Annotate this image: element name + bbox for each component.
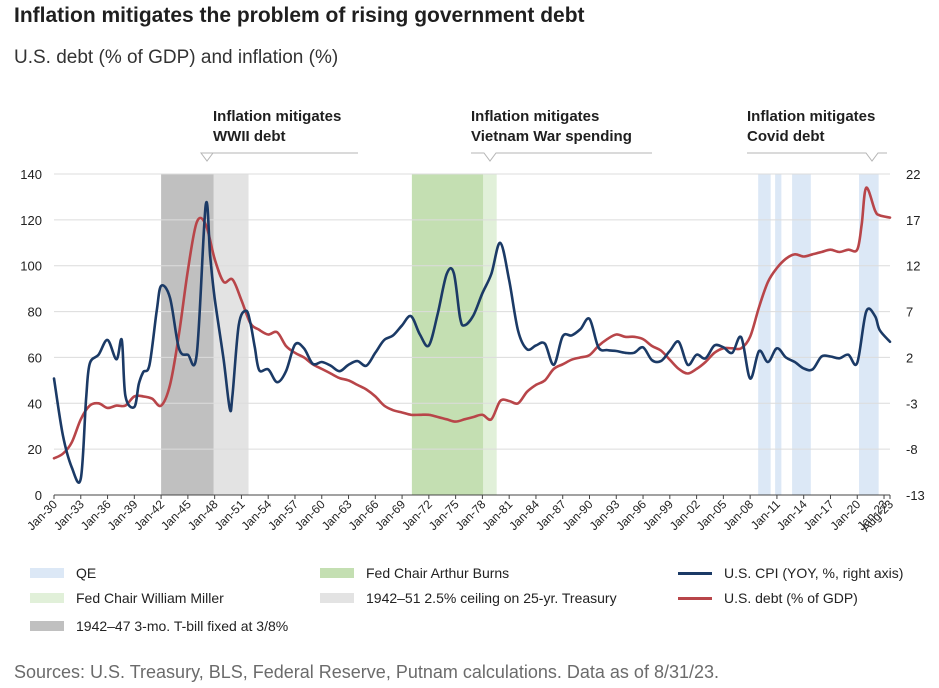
y-left-tick-label: 60 [28, 350, 42, 365]
y-left-tick-label: 120 [20, 213, 42, 228]
legend-cpi: U.S. CPI (YOY, %, right axis) [678, 565, 903, 581]
y-right-tick-label: -8 [906, 442, 918, 457]
chart: Inflation mitigates WWII debt Inflation mi… [20, 108, 925, 534]
y-left-tick-label: 20 [28, 442, 42, 457]
legend-debt-line [678, 596, 712, 600]
annotation-line2: WWII debt [213, 128, 285, 145]
legend-debt-label: U.S. debt (% of GDP) [724, 590, 858, 606]
y-left-tick-label: 40 [28, 396, 42, 411]
legend-qe: QE [30, 565, 96, 581]
annotation-bracket [471, 152, 652, 162]
shaded-period-miller [483, 174, 497, 495]
annotation-bracket [200, 152, 358, 162]
legend-cpi-line [678, 571, 712, 575]
source-note: Sources: U.S. Treasury, BLS, Federal Res… [14, 662, 720, 682]
y-right-tick-label: 22 [906, 167, 920, 182]
annotation-line1: Inflation mitigates [471, 108, 599, 125]
annotation-bracket [747, 152, 887, 162]
legend-ceiling: 1942–51 2.5% ceiling on 25-yr. Treasury [320, 590, 617, 606]
y-right-tick-label: 7 [906, 305, 913, 320]
y-right-tick-label: 12 [906, 259, 920, 274]
chart-title: Inflation mitigates the problem of risin… [14, 4, 585, 27]
x-tick-label: Jan-08 [720, 497, 756, 533]
legend-burns: Fed Chair Arthur Burns [320, 565, 509, 581]
legend-tbill-label: 1942–47 3-mo. T-bill fixed at 3/8% [76, 618, 289, 634]
legend-tbill-swatch [30, 621, 64, 631]
y-right-tick-label: -3 [906, 396, 918, 411]
annotation-line1: Inflation mitigates [747, 108, 875, 125]
legend-miller-label: Fed Chair William Miller [76, 590, 224, 606]
legend-burns-swatch [320, 568, 354, 578]
debt-series-line [52, 186, 892, 460]
cpi-series-line [52, 200, 892, 484]
y-right-tick-label: -13 [906, 488, 925, 503]
legend-tbill: 1942–47 3-mo. T-bill fixed at 3/8% [30, 618, 288, 634]
shaded-period-qe [775, 174, 782, 495]
legend-debt: U.S. debt (% of GDP) [678, 590, 858, 606]
legend-miller-swatch [30, 593, 64, 603]
legend-burns-label: Fed Chair Arthur Burns [366, 565, 510, 581]
y-right-tick-label: 2 [906, 350, 913, 365]
annotation-line1: Inflation mitigates [213, 108, 341, 125]
y-left-tick-label: 100 [20, 259, 42, 274]
shaded-period-qe [792, 174, 811, 495]
legend-qe-label: QE [76, 565, 97, 581]
y-left-tick-label: 140 [20, 167, 42, 182]
legend-ceiling-swatch [320, 593, 354, 603]
legend-miller: Fed Chair William Miller [30, 590, 224, 606]
y-right-tick-label: 17 [906, 213, 920, 228]
legend-cpi-label: U.S. CPI (YOY, %, right axis) [724, 565, 904, 581]
annotation-line2: Vietnam War spending [471, 128, 632, 145]
shaded-period-burns [411, 174, 484, 495]
y-left-tick-label: 80 [28, 305, 42, 320]
chart-subtitle: U.S. debt (% of GDP) and inflation (%) [14, 47, 339, 68]
y-left-tick-label: 0 [35, 488, 42, 503]
shaded-period-qe [859, 174, 879, 495]
annotation-line2: Covid debt [747, 128, 825, 145]
legend-qe-swatch [30, 568, 64, 578]
shaded-period-qe [758, 174, 771, 495]
legend-ceiling-label: 1942–51 2.5% ceiling on 25-yr. Treasury [366, 590, 617, 606]
